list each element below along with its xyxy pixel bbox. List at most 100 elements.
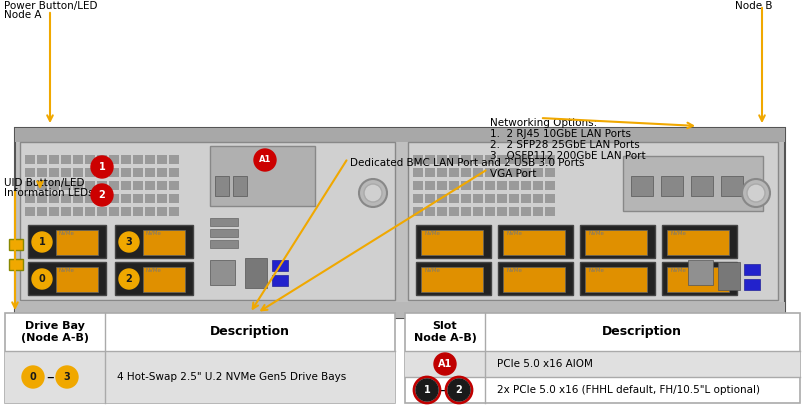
Bar — [143, 267, 185, 292]
Text: Description: Description — [602, 325, 682, 339]
Bar — [691, 176, 713, 196]
Bar — [449, 207, 459, 216]
Bar — [533, 181, 543, 190]
Bar — [721, 176, 743, 196]
Bar — [521, 155, 531, 164]
Bar — [25, 155, 35, 164]
Text: Slot
Node A-B): Slot Node A-B) — [414, 321, 477, 343]
Text: UID Button/LED: UID Button/LED — [4, 178, 85, 188]
Bar — [485, 155, 495, 164]
Bar — [509, 181, 519, 190]
Bar — [73, 207, 83, 216]
Bar — [37, 168, 47, 177]
Bar — [485, 168, 495, 177]
Bar — [521, 181, 531, 190]
Text: NVMe: NVMe — [588, 231, 604, 236]
Bar — [121, 155, 131, 164]
Bar — [145, 207, 155, 216]
Circle shape — [32, 232, 52, 252]
Bar — [473, 194, 483, 203]
Text: Networking Options:: Networking Options: — [490, 118, 597, 128]
Bar — [498, 225, 573, 258]
Bar — [85, 194, 95, 203]
Bar — [413, 207, 423, 216]
Text: 0: 0 — [30, 372, 36, 382]
Bar — [61, 155, 71, 164]
Bar — [580, 262, 655, 295]
Bar — [97, 155, 107, 164]
Bar — [5, 351, 395, 403]
Bar — [215, 176, 229, 196]
Bar — [133, 155, 143, 164]
Bar — [425, 181, 435, 190]
Bar — [169, 168, 179, 177]
Bar — [49, 207, 59, 216]
Bar — [5, 313, 395, 403]
Bar — [121, 168, 131, 177]
Bar — [405, 313, 800, 403]
Bar — [497, 181, 507, 190]
Bar — [509, 155, 519, 164]
Bar — [49, 155, 59, 164]
Bar — [145, 181, 155, 190]
Bar — [109, 181, 119, 190]
Bar — [485, 194, 495, 203]
Bar — [25, 194, 35, 203]
Bar — [631, 176, 653, 196]
Text: 3: 3 — [64, 372, 70, 382]
Bar — [461, 181, 471, 190]
Bar — [97, 207, 107, 216]
Text: VGA Port: VGA Port — [490, 169, 536, 179]
Text: NVMe: NVMe — [588, 268, 604, 273]
Bar — [56, 267, 98, 292]
Bar — [25, 168, 35, 177]
Text: –: – — [46, 370, 54, 385]
Bar — [667, 267, 729, 292]
Bar — [509, 168, 519, 177]
Bar — [109, 155, 119, 164]
Circle shape — [364, 184, 382, 202]
Bar — [210, 260, 235, 285]
Bar — [25, 181, 35, 190]
Text: 3.  QSFP112 200GbE LAN Port: 3. QSFP112 200GbE LAN Port — [490, 151, 646, 161]
Bar — [61, 207, 71, 216]
Bar — [169, 181, 179, 190]
Bar — [133, 181, 143, 190]
Text: 2.  2 SFP28 25GbE LAN Ports: 2. 2 SFP28 25GbE LAN Ports — [490, 140, 640, 150]
Bar — [449, 181, 459, 190]
FancyBboxPatch shape — [15, 128, 785, 318]
Bar — [533, 207, 543, 216]
Bar — [421, 267, 483, 292]
Bar — [157, 181, 167, 190]
Bar — [744, 264, 760, 275]
Bar — [272, 275, 288, 286]
Bar — [585, 267, 647, 292]
Bar — [49, 181, 59, 190]
Bar — [580, 225, 655, 258]
Bar — [73, 194, 83, 203]
Bar — [533, 194, 543, 203]
Bar — [662, 262, 737, 295]
Bar — [437, 194, 447, 203]
Bar — [157, 207, 167, 216]
Bar — [416, 262, 491, 295]
Bar — [15, 128, 785, 142]
Text: 1: 1 — [99, 162, 105, 172]
Text: A1: A1 — [438, 359, 452, 369]
Bar — [545, 155, 555, 164]
Text: Information LEDs: Information LEDs — [4, 188, 93, 198]
Bar — [509, 194, 519, 203]
Bar — [133, 194, 143, 203]
Bar — [28, 225, 106, 258]
Bar — [157, 194, 167, 203]
Bar — [97, 168, 107, 177]
Bar — [437, 168, 447, 177]
Circle shape — [119, 269, 139, 289]
Bar — [85, 181, 95, 190]
Bar — [73, 181, 83, 190]
Bar — [49, 168, 59, 177]
Text: 1: 1 — [39, 237, 45, 247]
Bar — [115, 225, 193, 258]
Bar — [109, 194, 119, 203]
Bar — [97, 181, 107, 190]
